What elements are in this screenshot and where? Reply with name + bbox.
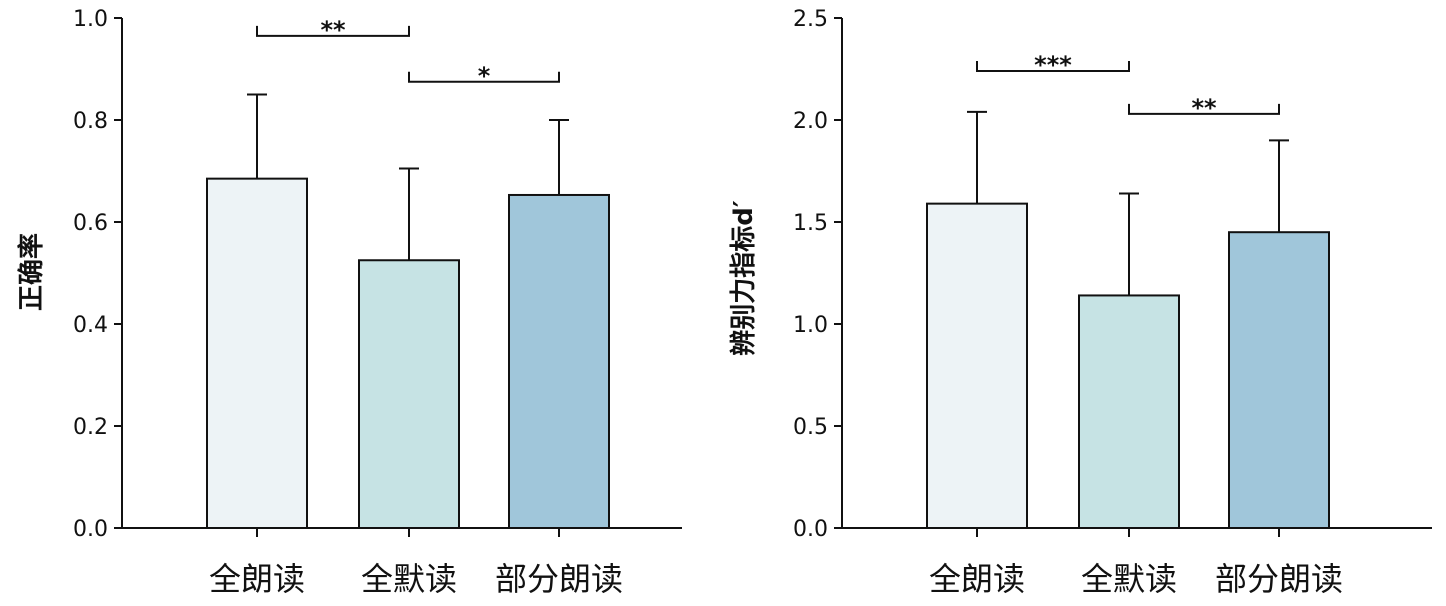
bar (508, 193, 610, 529)
bar (1228, 231, 1330, 529)
y-tick-label: 1.5 (793, 211, 828, 236)
y-tick-label: 0.0 (73, 517, 108, 542)
y-tick-label: 0.8 (73, 109, 108, 134)
y-tick-label: 0.6 (73, 211, 108, 236)
x-tick-label: 全默读 (361, 560, 457, 598)
significance-bracket (256, 25, 410, 37)
x-tick-label: 全朗读 (929, 560, 1025, 598)
y-tick-label: 1.0 (73, 7, 108, 32)
y-tick-label: 0.5 (793, 415, 828, 440)
significance-label: ** (320, 16, 346, 44)
bar (206, 177, 308, 529)
bar (1078, 294, 1180, 529)
significance-bracket (1128, 103, 1280, 115)
significance-label: *** (1034, 51, 1072, 79)
y-tick-label: 2.0 (793, 109, 828, 134)
y-tick-label: 0.0 (793, 517, 828, 542)
x-tick-label: 部分朗读 (495, 560, 623, 598)
x-tick-label: 全朗读 (209, 560, 305, 598)
y-tick-label: 0.4 (73, 313, 108, 338)
significance-label: * (478, 62, 491, 90)
y-axis-label: 正确率 (16, 233, 47, 311)
y-axis-label: 辨别力指标d′ (729, 200, 759, 356)
significance-label: ** (1191, 94, 1217, 122)
y-tick-label: 0.2 (73, 415, 108, 440)
x-tick-label: 部分朗读 (1215, 560, 1343, 598)
significance-bracket (976, 61, 1130, 73)
y-tick-label: 2.5 (793, 7, 828, 32)
bar (358, 259, 460, 529)
significance-bracket (408, 71, 560, 83)
x-tick-label: 全默读 (1081, 560, 1177, 598)
bar (926, 202, 1028, 529)
y-tick-label: 1.0 (793, 313, 828, 338)
